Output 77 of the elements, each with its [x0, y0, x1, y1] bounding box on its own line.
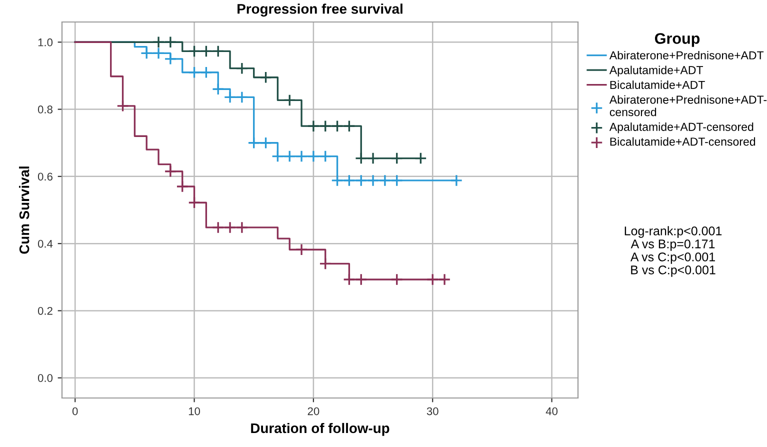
x-tick-label: 40	[546, 407, 558, 416]
point	[224, 90, 236, 104]
point	[176, 180, 189, 193]
point	[390, 174, 404, 187]
legend-label: Abiraterone+Prednisone+ADT-censored	[609, 95, 767, 116]
point	[164, 165, 177, 178]
point	[354, 174, 368, 187]
legend-label: Abiraterone+Prednisone+ADT	[609, 50, 764, 60]
point	[188, 196, 200, 209]
y-tick-label: 0.0	[38, 374, 53, 382]
point	[426, 273, 439, 286]
point	[212, 82, 224, 96]
chart-title: Progression free survival	[238, 4, 402, 17]
point	[319, 150, 332, 162]
point	[450, 174, 463, 187]
point	[342, 174, 356, 187]
legend-label: Bicalutamide+ADT-censored	[610, 137, 756, 146]
point	[200, 44, 212, 58]
point	[152, 36, 165, 48]
text: B vs C:p<0.001	[631, 266, 716, 277]
point	[390, 273, 404, 286]
point	[140, 47, 153, 60]
point	[307, 150, 320, 162]
point	[236, 221, 248, 234]
point	[366, 174, 380, 187]
point	[390, 152, 404, 165]
point	[331, 120, 344, 132]
point	[295, 150, 308, 162]
x-tick-label: 10	[188, 407, 200, 416]
point	[116, 100, 129, 112]
x-tick-label: 0	[72, 407, 78, 416]
point	[414, 152, 427, 165]
point	[152, 47, 165, 60]
y-tick-label: 0.4	[38, 240, 53, 248]
point	[236, 90, 248, 104]
point	[236, 62, 248, 75]
point	[212, 44, 224, 58]
point	[342, 273, 356, 286]
legend-label: Apalutamide+ADT	[609, 66, 704, 76]
point	[319, 258, 332, 270]
point	[212, 221, 224, 234]
text: Log-rank:p<0.001	[624, 226, 722, 238]
y-tick-label: 0.6	[38, 172, 52, 181]
point	[200, 66, 212, 79]
x-tick-label: 30	[426, 407, 438, 416]
point	[260, 136, 272, 150]
point	[283, 94, 296, 106]
x-axis-title: Duration of follow-up	[251, 422, 390, 436]
point	[342, 120, 356, 132]
legend-title: Group	[654, 33, 700, 47]
point	[224, 221, 236, 234]
point	[307, 120, 320, 132]
point	[164, 36, 177, 48]
y-tick-label: 0.8	[38, 106, 52, 114]
text: A vs B:p=0.171	[630, 240, 715, 251]
text: A vs C:p<0.001	[630, 252, 715, 264]
point	[248, 136, 260, 150]
point	[283, 150, 296, 162]
y-tick-label: 1.0	[38, 38, 53, 46]
point	[295, 243, 308, 256]
legend-label: Bicalutamide+ADT	[610, 80, 705, 89]
point	[319, 120, 332, 132]
point	[164, 52, 177, 66]
point	[260, 71, 272, 84]
legend-label: Apalutamide+ADT-censored	[609, 122, 754, 134]
point	[378, 174, 392, 187]
x-tick-label: 20	[308, 407, 320, 416]
y-axis-title: Cum Survival	[19, 166, 30, 254]
point	[188, 66, 200, 79]
point	[271, 150, 284, 162]
point	[366, 152, 380, 165]
point	[188, 44, 200, 58]
y-tick-label: 0.2	[38, 306, 52, 315]
point	[354, 273, 368, 286]
point	[438, 273, 451, 286]
point	[331, 174, 344, 187]
point	[354, 152, 368, 165]
